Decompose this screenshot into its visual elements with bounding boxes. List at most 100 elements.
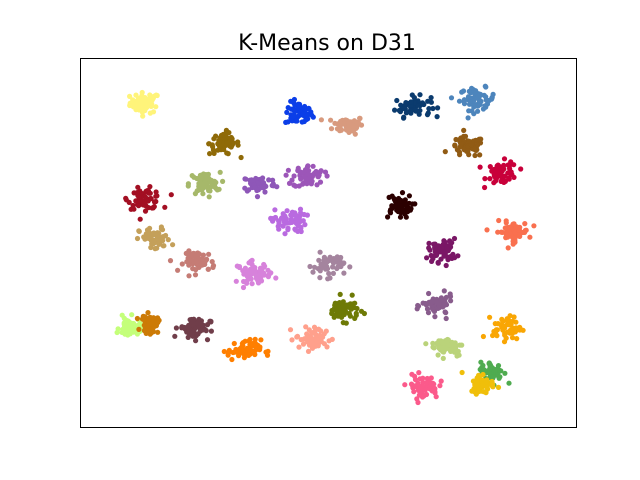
scatter-point-cluster-17	[507, 224, 513, 230]
scatter-point-cluster-3	[328, 126, 335, 132]
scatter-point-cluster-14	[293, 212, 299, 218]
scatter-point-cluster-13	[385, 214, 391, 220]
scatter-point-cluster-18	[186, 248, 192, 254]
scatter-point-cluster-29	[450, 340, 456, 346]
scatter-point-cluster-26	[263, 349, 269, 355]
scatter-point-cluster-16	[443, 253, 449, 259]
scatter-point-cluster-15	[156, 241, 163, 247]
scatter-point-cluster-15	[165, 237, 171, 243]
scatter-point-cluster-5	[489, 95, 495, 101]
scatter-point-cluster-10	[205, 171, 211, 177]
scatter-point-cluster-3	[341, 121, 347, 127]
scatter-point-cluster-24	[136, 326, 142, 332]
scatter-point-cluster-14	[288, 212, 294, 218]
scatter-point-cluster-6	[210, 144, 216, 150]
scatter-point-cluster-21	[337, 291, 343, 297]
scatter-point-cluster-24	[149, 321, 155, 327]
scatter-point-cluster-22	[448, 298, 454, 304]
scatter-point-cluster-11	[266, 177, 272, 183]
scatter-point-cluster-19	[240, 284, 247, 291]
scatter-point-cluster-25	[193, 338, 199, 344]
scatter-point-cluster-5	[483, 104, 489, 110]
scatter-point-cluster-4	[425, 98, 431, 104]
scatter-point-cluster-1	[147, 110, 153, 116]
scatter-point-cluster-16	[424, 255, 430, 261]
scatter-point-cluster-11	[259, 177, 265, 183]
scatter-point-cluster-5	[465, 115, 471, 121]
scatter-point-cluster-17	[502, 225, 508, 231]
scatter-point-cluster-22	[415, 302, 421, 309]
scatter-point-cluster-5	[483, 94, 489, 100]
scatter-point-cluster-6	[206, 141, 212, 147]
scatter-point-cluster-13	[406, 193, 412, 199]
scatter-point-cluster-19	[273, 275, 279, 281]
scatter-point-cluster-23	[119, 312, 125, 318]
scatter-point-cluster-20	[330, 264, 336, 270]
scatter-point-cluster-10	[185, 183, 191, 189]
scatter-point-cluster-24	[148, 328, 154, 334]
scatter-point-cluster-18	[203, 257, 210, 263]
scatter-point-cluster-9	[135, 184, 141, 190]
scatter-point-cluster-4	[408, 99, 414, 105]
scatter-point-cluster-5	[471, 111, 477, 117]
scatter-point-cluster-30	[492, 367, 498, 373]
scatter-point-cluster-24	[134, 315, 140, 322]
scatter-point-cluster-32	[416, 370, 422, 376]
scatter-point-cluster-18	[167, 258, 174, 264]
scatter-point-cluster-7	[452, 142, 458, 148]
scatter-point-cluster-4	[401, 115, 407, 121]
scatter-point-cluster-32	[437, 383, 443, 389]
scatter-point-cluster-5	[473, 102, 479, 109]
scatter-point-cluster-1	[140, 113, 146, 119]
scatter-point-cluster-9	[148, 196, 154, 202]
scatter-point-cluster-27	[324, 344, 330, 350]
scatter-point-cluster-27	[329, 336, 335, 342]
scatter-point-cluster-26	[246, 352, 252, 358]
scatter-point-cluster-9	[123, 195, 129, 201]
scatter-point-cluster-20	[317, 249, 323, 255]
scatter-point-cluster-13	[386, 194, 392, 200]
scatter-point-cluster-14	[297, 206, 304, 212]
scatter-point-cluster-16	[447, 242, 453, 248]
scatter-point-cluster-5	[466, 108, 472, 114]
scatter-point-cluster-4	[419, 100, 426, 106]
scatter-point-cluster-31	[489, 378, 495, 385]
scatter-point-cluster-4	[398, 102, 404, 108]
scatter-point-cluster-28	[491, 328, 497, 335]
scatter-point-cluster-2	[300, 111, 306, 117]
scatter-point-cluster-14	[272, 207, 278, 213]
scatter-point-cluster-3	[349, 122, 355, 128]
scatter-point-cluster-17	[523, 227, 529, 233]
scatter-point-cluster-24	[155, 315, 161, 321]
scatter-point-cluster-12	[314, 182, 320, 188]
scatter-point-cluster-26	[240, 340, 246, 346]
scatter-point-cluster-21	[333, 307, 339, 313]
scatter-point-cluster-28	[492, 321, 498, 327]
scatter-point-cluster-9	[147, 184, 153, 190]
scatter-point-cluster-32	[411, 389, 417, 395]
scatter-point-cluster-27	[315, 334, 321, 340]
scatter-point-cluster-4	[430, 105, 436, 112]
scatter-point-cluster-2	[296, 103, 302, 109]
scatter-point-cluster-16	[432, 245, 438, 251]
scatter-point-cluster-17	[503, 231, 509, 237]
scatter-point-cluster-8	[518, 166, 524, 172]
scatter-point-cluster-15	[154, 230, 161, 236]
scatter-point-cluster-30	[481, 367, 487, 373]
scatter-point-cluster-19	[257, 268, 264, 274]
scatter-point-cluster-8	[506, 176, 512, 182]
scatter-point-cluster-27	[300, 341, 307, 347]
scatter-point-cluster-4	[401, 106, 407, 112]
scatter-point-cluster-12	[304, 181, 310, 187]
scatter-point-cluster-24	[155, 319, 161, 326]
scatter-point-cluster-17	[511, 221, 517, 227]
scatter-point-cluster-10	[220, 178, 226, 184]
scatter-point-cluster-21	[352, 300, 358, 306]
scatter-point-cluster-32	[402, 382, 408, 388]
scatter-point-cluster-8	[487, 176, 493, 182]
scatter-point-cluster-32	[424, 375, 430, 382]
scatter-point-cluster-20	[317, 268, 323, 274]
scatter-point-cluster-16	[455, 253, 461, 259]
scatter-point-cluster-2	[309, 112, 315, 118]
scatter-point-cluster-14	[304, 212, 310, 218]
